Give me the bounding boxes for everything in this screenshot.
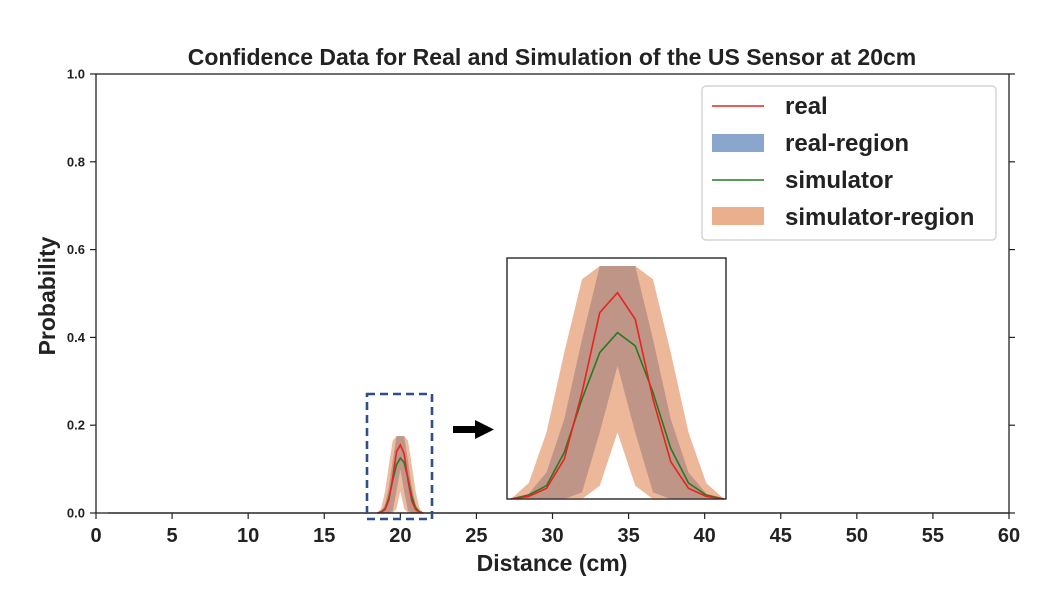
- legend-label-simulator-region: simulator-region: [785, 204, 974, 231]
- y-axis-label: Probability: [34, 236, 60, 355]
- x-tick-label: 40: [694, 525, 716, 547]
- y-tick-label: 0.6: [67, 242, 85, 257]
- legend-box: [701, 85, 997, 241]
- legend: real real-region simulator simulator-reg…: [701, 85, 997, 241]
- x-tick-label: 20: [389, 525, 411, 547]
- inset-line-real: [510, 291, 725, 500]
- x-tick-label: 10: [237, 525, 259, 547]
- series-line-real: [377, 443, 424, 514]
- x-tick-label: 5: [167, 525, 178, 547]
- x-tick-label: 60: [998, 525, 1020, 547]
- legend-swatch-real-region: [712, 134, 764, 152]
- x-tick-label: 30: [541, 525, 563, 547]
- x-tick-label: 50: [846, 525, 868, 547]
- y-tick-label: 0.0: [67, 506, 85, 521]
- y-axis-ticks: 0.0 0.2 0.4 0.6 0.8 1.0: [67, 67, 1015, 521]
- x-axis-ticks: 0 5 10 15 20 25 30 35 40 45 50 55 60: [90, 513, 1020, 547]
- y-tick-label: 0.8: [67, 154, 85, 169]
- inset-band-real-region: [511, 266, 724, 499]
- y-tick-label: 1.0: [67, 67, 85, 82]
- legend-label-real: real: [785, 93, 828, 120]
- chart-title: Confidence Data for Real and Simulation …: [188, 44, 916, 70]
- inset-zoom-panel: [506, 257, 727, 500]
- y-tick-label: 0.4: [67, 330, 86, 345]
- x-tick-label: 15: [313, 525, 335, 547]
- inset-line-simulator: [510, 331, 725, 500]
- legend-label-real-region: real-region: [785, 130, 909, 157]
- zoom-region-box: [365, 392, 434, 521]
- zoom-arrow: [453, 420, 494, 439]
- x-tick-label: 35: [617, 525, 639, 547]
- x-tick-label: 25: [465, 525, 487, 547]
- legend-swatch-simulator-region: [712, 207, 764, 225]
- x-tick-label: 45: [770, 525, 792, 547]
- y-tick-label: 0.2: [67, 418, 85, 433]
- x-tick-label: 0: [90, 525, 101, 547]
- x-axis-label: Distance (cm): [477, 550, 628, 576]
- x-tick-label: 55: [922, 525, 944, 547]
- legend-label-simulator: simulator: [785, 167, 893, 194]
